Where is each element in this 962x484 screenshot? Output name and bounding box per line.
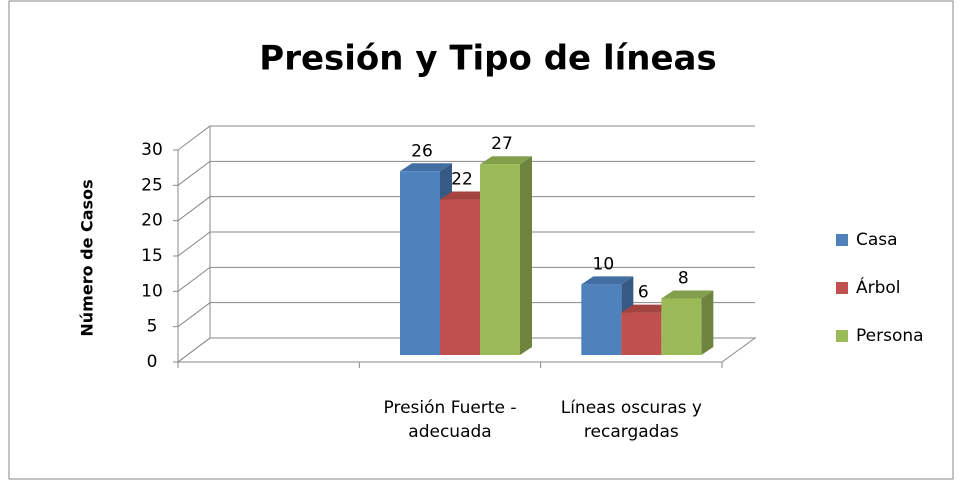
bar-top bbox=[400, 163, 452, 172]
legend-swatch bbox=[836, 282, 848, 294]
y-tick-label: 5 bbox=[147, 317, 158, 337]
legend-swatch bbox=[836, 330, 848, 342]
grid-line bbox=[177, 302, 755, 328]
grid-line bbox=[177, 196, 755, 222]
bar bbox=[661, 298, 702, 355]
data-label: 27 bbox=[491, 134, 513, 154]
bar-top bbox=[581, 276, 634, 285]
y-tick-label: 25 bbox=[141, 175, 163, 195]
data-label: 10 bbox=[593, 254, 615, 274]
grid-line bbox=[177, 266, 755, 292]
legend-label: Árbol bbox=[856, 276, 901, 298]
bar bbox=[440, 199, 480, 355]
grid-line bbox=[177, 337, 755, 363]
bar-side bbox=[520, 156, 532, 355]
bar-side bbox=[701, 290, 714, 355]
bar-top bbox=[661, 290, 714, 299]
legend-swatch bbox=[836, 234, 848, 246]
y-tick-label: 15 bbox=[141, 246, 163, 266]
chart-title: Presión y Tipo de líneas bbox=[259, 39, 716, 79]
x-tick-label: Líneas oscuras y recargadas bbox=[560, 398, 702, 442]
grid-line bbox=[177, 125, 755, 151]
y-tick-label: 0 bbox=[147, 352, 158, 372]
data-label: 22 bbox=[451, 170, 473, 190]
y-tick-label: 10 bbox=[141, 281, 163, 301]
legend-label: Persona bbox=[856, 326, 924, 346]
bar-top bbox=[621, 304, 674, 313]
bar bbox=[621, 312, 662, 355]
data-label: 6 bbox=[638, 283, 649, 303]
bar-top bbox=[480, 156, 532, 165]
bar bbox=[400, 171, 440, 355]
data-label: 8 bbox=[678, 268, 689, 288]
grid-line bbox=[177, 160, 755, 186]
data-label: 26 bbox=[411, 141, 433, 161]
y-tick-label: 30 bbox=[141, 140, 163, 160]
y-axis-label: Número de Casos bbox=[78, 179, 97, 336]
bar bbox=[480, 164, 520, 355]
bar-top bbox=[440, 191, 492, 200]
y-tick-label: 20 bbox=[141, 211, 163, 231]
legend-label: Casa bbox=[856, 230, 898, 250]
grid-line bbox=[177, 231, 755, 257]
bar bbox=[581, 284, 622, 355]
x-tick-label: Presión Fuerte - adecuada bbox=[383, 398, 517, 442]
